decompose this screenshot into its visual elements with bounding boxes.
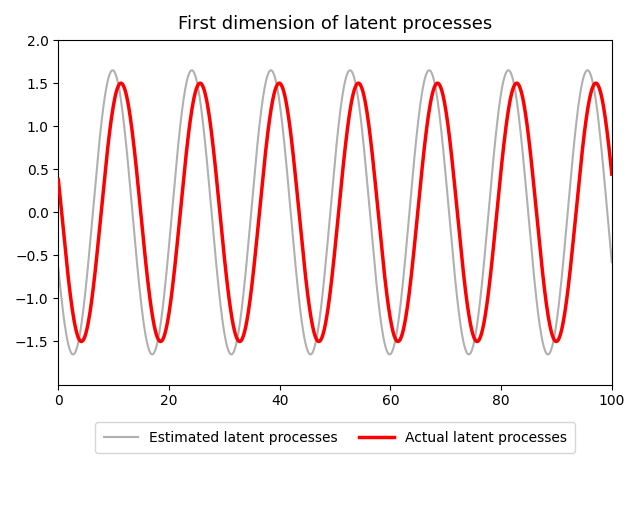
Line: Estimated latent processes: Estimated latent processes	[58, 70, 612, 355]
Actual latent processes	[436, 82, 444, 88]
Estimated latent processes	[497, 90, 505, 97]
Estimated latent processes	[109, 67, 116, 73]
Estimated latent processes	[111, 71, 119, 77]
Actual latent processes	[394, 339, 402, 345]
Actual latent processes	[497, 167, 505, 174]
Estimated latent processes	[608, 259, 616, 265]
Actual latent processes	[608, 171, 616, 177]
Actual latent processes	[111, 95, 118, 101]
Actual latent processes	[279, 85, 287, 91]
Title: First dimension of latent processes: First dimension of latent processes	[178, 15, 492, 33]
Actual latent processes	[487, 267, 495, 273]
Estimated latent processes	[279, 125, 287, 132]
Line: Actual latent processes: Actual latent processes	[58, 83, 612, 342]
Legend: Estimated latent processes, Actual latent processes: Estimated latent processes, Actual laten…	[95, 422, 575, 453]
Actual latent processes	[117, 80, 125, 86]
Estimated latent processes	[54, 265, 62, 271]
Estimated latent processes	[386, 352, 394, 358]
Estimated latent processes	[299, 325, 307, 331]
Actual latent processes	[299, 246, 307, 252]
Estimated latent processes	[487, 181, 495, 188]
Actual latent processes	[54, 176, 62, 183]
Estimated latent processes	[436, 112, 444, 118]
